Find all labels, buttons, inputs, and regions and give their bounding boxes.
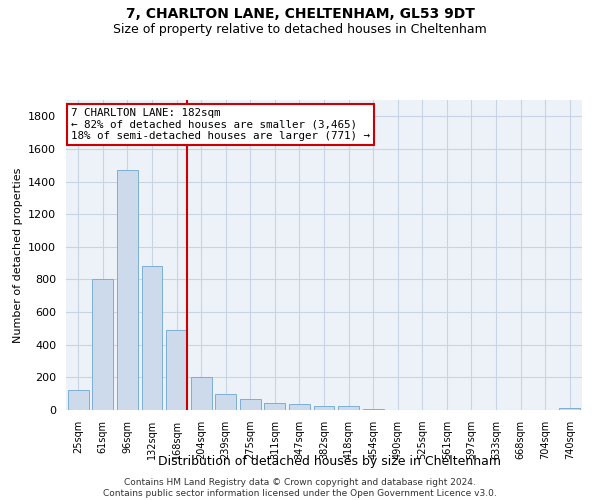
Text: Size of property relative to detached houses in Cheltenham: Size of property relative to detached ho…: [113, 22, 487, 36]
Bar: [142, 266, 163, 410]
Text: Contains HM Land Registry data © Crown copyright and database right 2024.
Contai: Contains HM Land Registry data © Crown c…: [103, 478, 497, 498]
Bar: [68, 390, 89, 410]
Bar: [314, 406, 334, 410]
Bar: [289, 404, 310, 410]
Bar: [240, 400, 261, 410]
Bar: [117, 170, 138, 410]
Text: 7, CHARLTON LANE, CHELTENHAM, GL53 9DT: 7, CHARLTON LANE, CHELTENHAM, GL53 9DT: [125, 8, 475, 22]
Bar: [265, 402, 286, 410]
Y-axis label: Number of detached properties: Number of detached properties: [13, 168, 23, 342]
Bar: [166, 330, 187, 410]
Bar: [215, 394, 236, 410]
Text: Distribution of detached houses by size in Cheltenham: Distribution of detached houses by size …: [158, 455, 502, 468]
Bar: [362, 408, 383, 410]
Bar: [92, 280, 113, 410]
Text: 7 CHARLTON LANE: 182sqm
← 82% of detached houses are smaller (3,465)
18% of semi: 7 CHARLTON LANE: 182sqm ← 82% of detache…: [71, 108, 370, 141]
Bar: [338, 406, 359, 410]
Bar: [559, 408, 580, 410]
Bar: [191, 376, 212, 410]
